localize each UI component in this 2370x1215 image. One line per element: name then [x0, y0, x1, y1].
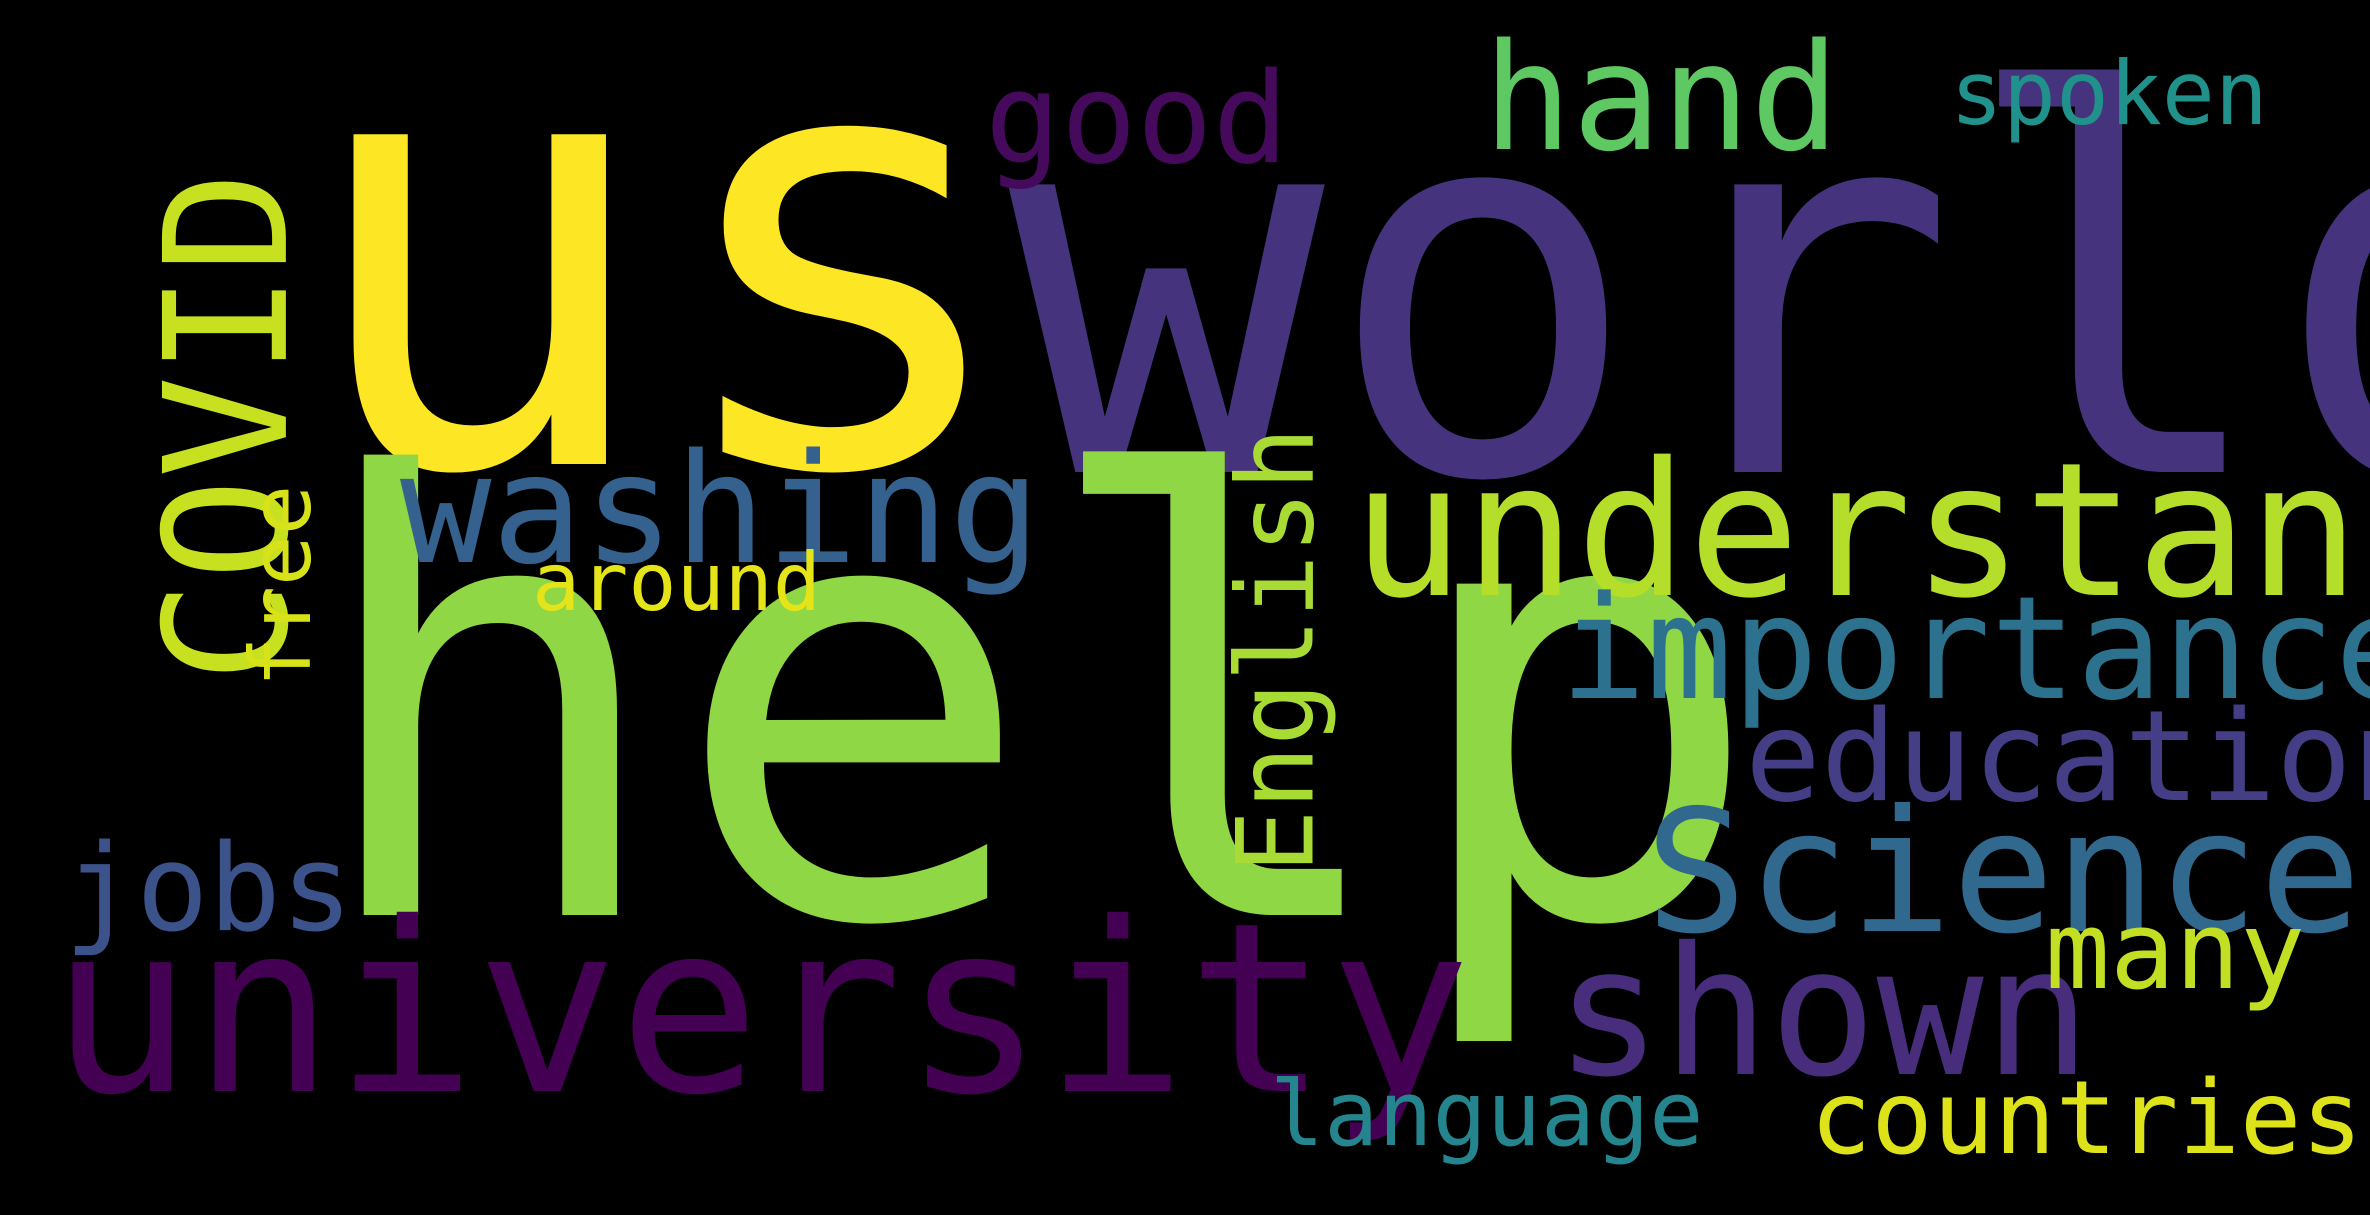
word-jobs: jobs: [64, 820, 353, 959]
word-good: good: [985, 45, 1289, 192]
word-education: education: [1745, 683, 2370, 830]
word-language: language: [1270, 1062, 1704, 1167]
word-around: around: [532, 536, 821, 629]
word-spoken: spoken: [1950, 42, 2268, 145]
word-understand: understand: [1352, 422, 2370, 639]
word-world: world: [1008, 0, 2370, 597]
word-countries: countries: [1810, 1059, 2363, 1178]
word-us: us: [296, 0, 1024, 607]
word-free: free: [232, 484, 331, 688]
word-shown: shown: [1555, 909, 2091, 1116]
word-importance: importance: [1560, 565, 2370, 732]
word-many: many: [2045, 889, 2306, 1014]
word-washing: washing: [400, 421, 1041, 598]
word-english: English: [1214, 426, 1338, 874]
word-university: university: [50, 872, 1471, 1147]
word-hand: hand: [1483, 12, 1840, 184]
word-science: Science: [1645, 774, 2362, 972]
word-help: help: [306, 352, 1766, 1058]
